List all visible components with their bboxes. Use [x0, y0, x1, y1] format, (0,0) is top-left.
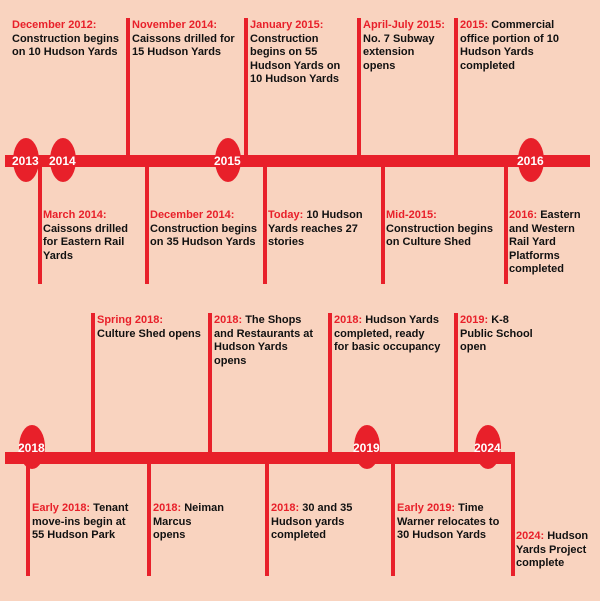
- event-text: Culture Shed opens: [97, 327, 201, 340]
- event-date: 2018:: [214, 314, 243, 326]
- timeline-event: January 2015: Construction begins on 55 …: [250, 19, 352, 87]
- timeline-event: 2019: K-8 Public School open: [460, 314, 536, 355]
- timeline-event: 2018: 30 and 35 Hudson yards completed: [271, 502, 371, 543]
- event-date: 2018:: [153, 502, 182, 514]
- year-marker-top-3: [215, 138, 241, 182]
- timeline-event: Mid-2015: Construction begins on Culture…: [386, 209, 496, 250]
- year-label: 2018: [18, 441, 45, 455]
- connector: [511, 461, 515, 576]
- timeline-event: 2018: The Shops and Restaurants at Hudso…: [214, 314, 320, 368]
- timeline-event: Today: 10 Hudson Yards reaches 27 storie…: [268, 209, 374, 250]
- event-text: Hudson Yards Project complete: [516, 530, 589, 569]
- timeline-bar-bottom: [5, 452, 515, 464]
- year-marker-top-1: [13, 138, 39, 182]
- timeline-event: 2015: Commercial office portion of 10 Hu…: [460, 19, 580, 73]
- timeline-event: April-July 2015: No. 7 Subway extension …: [363, 19, 449, 73]
- timeline-event: 2018: Hudson Yards completed, ready for …: [334, 314, 442, 355]
- event-date: December 2012:: [12, 19, 97, 31]
- event-text: K-8 Public School open: [460, 314, 533, 353]
- year-marker-bottom-1: [19, 425, 45, 469]
- timeline-event: 2016: Eastern and Western Rail Yard Plat…: [509, 209, 594, 277]
- connector: [454, 18, 458, 158]
- event-date: 2016:: [509, 209, 538, 221]
- event-date: April-July 2015:: [363, 19, 445, 31]
- year-marker-bottom-2: [354, 425, 380, 469]
- connector: [208, 313, 212, 455]
- connector: [91, 313, 95, 455]
- event-date: 2018:: [334, 314, 363, 326]
- event-text: Hudson Yards completed, ready for basic …: [334, 314, 441, 353]
- year-marker-bottom-3: [475, 425, 501, 469]
- timeline-event: November 2014: Caissons drilled for 15 H…: [132, 19, 238, 60]
- year-label: 2015: [214, 154, 241, 168]
- event-date: November 2014:: [132, 19, 217, 31]
- connector: [504, 164, 508, 284]
- event-text: Time Warner relocates to 30 Hudson Yards: [397, 502, 500, 541]
- event-date: Mid-2015:: [386, 209, 437, 221]
- event-date: 2015:: [460, 19, 489, 31]
- connector: [26, 461, 30, 576]
- timeline-event: Spring 2018: Culture Shed opens: [97, 314, 203, 341]
- event-text: 30 and 35 Hudson yards completed: [271, 502, 353, 541]
- timeline-event: Early 2018: Tenant move-ins begin at 55 …: [32, 502, 140, 543]
- timeline-event: December 2014: Construction begins on 35…: [150, 209, 258, 250]
- event-date: 2024:: [516, 530, 545, 542]
- connector: [328, 313, 332, 455]
- event-date: Early 2019:: [397, 502, 456, 514]
- event-date: Early 2018:: [32, 502, 91, 514]
- event-date: December 2014:: [150, 209, 235, 221]
- event-date: January 2015:: [250, 19, 324, 31]
- event-text: Tenant move-ins begin at 55 Hudson Park: [32, 502, 129, 541]
- event-text: No. 7 Subway extension opens: [363, 32, 435, 72]
- event-date: Spring 2018:: [97, 314, 164, 326]
- year-label: 2016: [517, 154, 544, 168]
- year-label: 2019: [353, 441, 380, 455]
- event-text: Construction begins on 10 Hudson Yards: [12, 32, 119, 59]
- connector: [454, 313, 458, 455]
- connector: [263, 164, 267, 284]
- year-marker-top-2: [50, 138, 76, 182]
- timeline-bar-top: [5, 155, 590, 167]
- event-date: March 2014:: [43, 209, 107, 221]
- event-text: Construction begins on Culture Shed: [386, 222, 493, 249]
- event-date: Today:: [268, 209, 304, 221]
- timeline-event: 2024: Hudson Yards Project complete: [516, 530, 596, 571]
- connector: [265, 461, 269, 576]
- year-marker-top-4: [518, 138, 544, 182]
- connector: [38, 164, 42, 284]
- event-date: 2019:: [460, 314, 489, 326]
- connector: [357, 18, 361, 158]
- event-text: Caissons drilled for Eastern Rail Yards: [43, 222, 128, 262]
- connector: [145, 164, 149, 284]
- timeline-event: March 2014: Caissons drilled for Eastern…: [43, 209, 139, 263]
- timeline-event: December 2012: Construction begins on 10…: [12, 19, 120, 60]
- event-text: Neiman Marcus opens: [153, 502, 224, 541]
- event-text: Commercial office portion of 10 Hudson Y…: [460, 19, 559, 72]
- connector: [381, 164, 385, 284]
- event-date: 2018:: [271, 502, 300, 514]
- connector: [147, 461, 151, 576]
- event-text: Caissons drilled for 15 Hudson Yards: [132, 32, 235, 59]
- connector: [126, 18, 130, 158]
- event-text: 10 Hudson Yards reaches 27 stories: [268, 209, 363, 248]
- year-label: 2014: [49, 154, 76, 168]
- event-text: Construction begins on 55 Hudson Yards o…: [250, 32, 341, 86]
- timeline-event: 2018: Neiman Marcus opens: [153, 502, 225, 543]
- event-text: Eastern and Western Rail Yard Platforms …: [509, 209, 581, 275]
- event-text: Construction begins on 35 Hudson Yards: [150, 222, 257, 249]
- connector: [391, 461, 395, 576]
- event-text: The Shops and Restaurants at Hudson Yard…: [214, 314, 314, 367]
- year-label: 2013: [12, 154, 39, 168]
- connector: [244, 18, 248, 158]
- timeline-event: Early 2019: Time Warner relocates to 30 …: [397, 502, 501, 543]
- year-label: 2024: [474, 441, 501, 455]
